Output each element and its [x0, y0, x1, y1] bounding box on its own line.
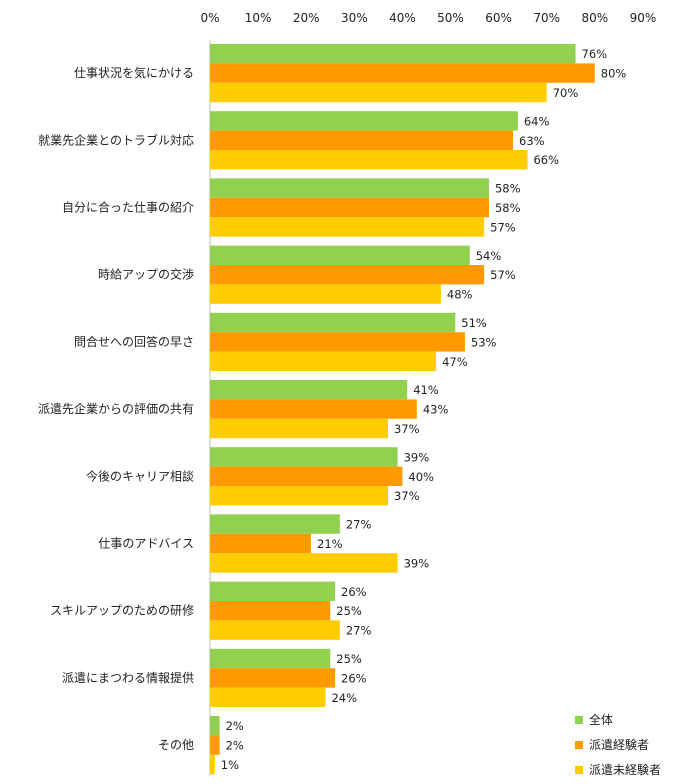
bar	[210, 533, 312, 554]
bar	[210, 351, 437, 371]
category-label: 派遣先企業からの評価の共有	[38, 401, 194, 416]
category-label: その他	[158, 738, 194, 752]
bar	[210, 399, 417, 419]
data-label: 43%	[423, 403, 449, 417]
bar	[210, 553, 398, 573]
data-label: 40%	[408, 470, 434, 484]
data-label: 70%	[553, 86, 579, 100]
bar	[210, 380, 408, 400]
category-label: 仕事状況を気にかける	[74, 65, 194, 80]
bar	[210, 197, 489, 218]
x-tick-label: 60%	[485, 11, 512, 25]
bar	[210, 514, 340, 534]
category-label: 派遣にまつわる情報提供	[62, 670, 194, 685]
data-label: 26%	[341, 671, 367, 685]
bar	[210, 63, 595, 83]
legend-swatch	[575, 716, 583, 724]
data-label: 39%	[404, 450, 430, 464]
bars: 76% 80% 70%64% 63% 66% 58% 58% 57% 54% 57% 48% 51% 5…	[210, 44, 627, 775]
data-label: 64%	[524, 114, 550, 128]
data-label: 26%	[341, 585, 367, 599]
x-tick-label: 50%	[437, 11, 464, 25]
bar	[210, 265, 485, 285]
bar	[210, 178, 489, 198]
data-label: 57%	[490, 220, 516, 234]
bar	[210, 687, 326, 707]
data-label: 54%	[476, 249, 502, 263]
category-labels: 仕事状況を気にかける就業先企業とのトラブル対応自分に合った仕事の紹介時給アップの…	[38, 65, 194, 752]
x-tick-label: 20%	[293, 11, 320, 25]
data-label: 57%	[490, 268, 516, 282]
x-tick-label: 80%	[581, 11, 608, 25]
data-label: 2%	[226, 719, 244, 733]
data-label: 76%	[582, 47, 608, 61]
bar	[210, 447, 398, 467]
bar	[210, 466, 403, 486]
legend-swatch	[575, 766, 583, 774]
bar	[210, 82, 547, 103]
bar	[210, 735, 220, 755]
bar	[210, 217, 485, 237]
x-tick-label: 30%	[341, 11, 368, 25]
category-label: スキルアップのための研修	[50, 603, 194, 618]
bar	[210, 754, 215, 775]
data-label: 25%	[336, 604, 362, 618]
data-label: 58%	[495, 182, 521, 196]
bar	[210, 486, 388, 506]
category-label: 問合せへの回答の早さ	[74, 334, 194, 349]
bar	[210, 312, 456, 333]
x-tick-label: 10%	[245, 11, 272, 25]
data-label: 27%	[346, 518, 372, 532]
bar	[210, 418, 388, 439]
bar	[210, 284, 441, 304]
data-label: 80%	[601, 67, 627, 81]
data-label: 63%	[519, 134, 545, 148]
data-label: 1%	[221, 758, 239, 772]
data-label: 53%	[471, 335, 497, 349]
bar	[210, 245, 470, 265]
data-label: 58%	[495, 201, 521, 215]
category-label: 仕事のアドバイス	[98, 537, 194, 551]
data-label: 51%	[461, 316, 487, 330]
bar	[210, 111, 518, 131]
legend-swatch	[575, 741, 583, 749]
data-label: 41%	[413, 383, 439, 397]
bar	[210, 648, 331, 669]
data-label: 21%	[317, 537, 343, 551]
bar	[210, 150, 528, 170]
category-label: 就業先企業とのトラブル対応	[38, 132, 194, 147]
data-label: 37%	[394, 489, 420, 503]
data-label: 48%	[447, 288, 473, 302]
bar	[210, 716, 220, 736]
data-label: 39%	[404, 556, 430, 570]
bar	[210, 601, 331, 621]
category-label: 今後のキャリア相談	[86, 468, 194, 483]
data-label: 37%	[394, 422, 420, 436]
bar	[210, 130, 514, 150]
data-label: 66%	[533, 153, 559, 167]
category-label: 自分に合った仕事の紹介	[62, 200, 194, 215]
data-label: 2%	[226, 739, 244, 753]
legend-label: 派遣未経験者	[589, 762, 661, 777]
bar	[210, 620, 340, 640]
data-label: 47%	[442, 355, 468, 369]
x-tick-label: 90%	[630, 11, 657, 25]
bar	[210, 332, 465, 352]
legend-label: 派遣経験者	[589, 737, 649, 752]
data-label: 24%	[331, 691, 357, 705]
x-tick-label: 40%	[389, 11, 416, 25]
x-tick-label: 0%	[200, 11, 219, 25]
x-tick-label: 70%	[533, 11, 560, 25]
bar	[210, 44, 576, 64]
data-label: 27%	[346, 624, 372, 638]
bar	[210, 581, 336, 601]
data-label: 25%	[336, 652, 362, 666]
bar	[210, 668, 336, 688]
category-label: 時給アップの交渉	[98, 267, 194, 282]
legend-label: 全体	[589, 712, 613, 727]
